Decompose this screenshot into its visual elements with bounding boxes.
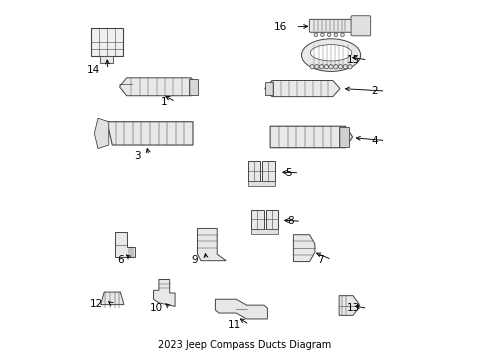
Text: 14: 14 (87, 64, 100, 75)
Polygon shape (216, 299, 268, 319)
Polygon shape (339, 296, 359, 315)
Text: 2: 2 (371, 86, 378, 96)
Text: 16: 16 (274, 22, 287, 32)
FancyBboxPatch shape (265, 82, 272, 95)
Polygon shape (100, 292, 124, 305)
Circle shape (329, 64, 333, 69)
FancyBboxPatch shape (251, 210, 264, 229)
Polygon shape (115, 232, 135, 257)
Text: 4: 4 (371, 136, 378, 145)
Polygon shape (265, 81, 340, 96)
Polygon shape (197, 228, 226, 261)
Circle shape (310, 64, 314, 69)
Text: 9: 9 (192, 255, 198, 265)
FancyBboxPatch shape (266, 210, 278, 229)
FancyBboxPatch shape (309, 19, 367, 32)
Polygon shape (270, 126, 353, 148)
Text: 3: 3 (134, 150, 141, 161)
Polygon shape (153, 279, 175, 306)
Text: 15: 15 (346, 55, 360, 65)
FancyBboxPatch shape (91, 28, 123, 56)
Text: 5: 5 (285, 168, 292, 178)
Text: 7: 7 (317, 255, 324, 265)
Circle shape (327, 33, 331, 37)
Polygon shape (120, 78, 198, 96)
Ellipse shape (310, 45, 352, 61)
Circle shape (320, 33, 324, 37)
FancyBboxPatch shape (100, 56, 113, 63)
Text: 6: 6 (117, 255, 124, 265)
FancyBboxPatch shape (251, 229, 278, 234)
Circle shape (334, 33, 338, 37)
FancyBboxPatch shape (262, 161, 274, 181)
Circle shape (334, 64, 338, 69)
Polygon shape (95, 118, 109, 149)
FancyBboxPatch shape (247, 161, 260, 181)
Text: 8: 8 (287, 216, 294, 226)
FancyBboxPatch shape (247, 181, 274, 186)
Circle shape (324, 64, 328, 69)
FancyBboxPatch shape (339, 127, 349, 147)
Text: 12: 12 (90, 299, 103, 309)
FancyBboxPatch shape (351, 16, 371, 36)
FancyBboxPatch shape (190, 79, 198, 95)
Circle shape (319, 64, 324, 69)
Polygon shape (107, 122, 193, 145)
Circle shape (348, 64, 352, 69)
Text: 11: 11 (228, 320, 242, 329)
Circle shape (339, 64, 343, 69)
Text: 10: 10 (149, 303, 163, 313)
Circle shape (315, 64, 319, 69)
Ellipse shape (301, 39, 361, 71)
Circle shape (341, 33, 344, 37)
Text: 13: 13 (346, 303, 360, 314)
Polygon shape (294, 235, 315, 262)
Text: 2023 Jeep Compass Ducts Diagram: 2023 Jeep Compass Ducts Diagram (158, 340, 332, 350)
Text: 1: 1 (161, 97, 168, 107)
Circle shape (343, 64, 347, 69)
Circle shape (314, 33, 318, 37)
